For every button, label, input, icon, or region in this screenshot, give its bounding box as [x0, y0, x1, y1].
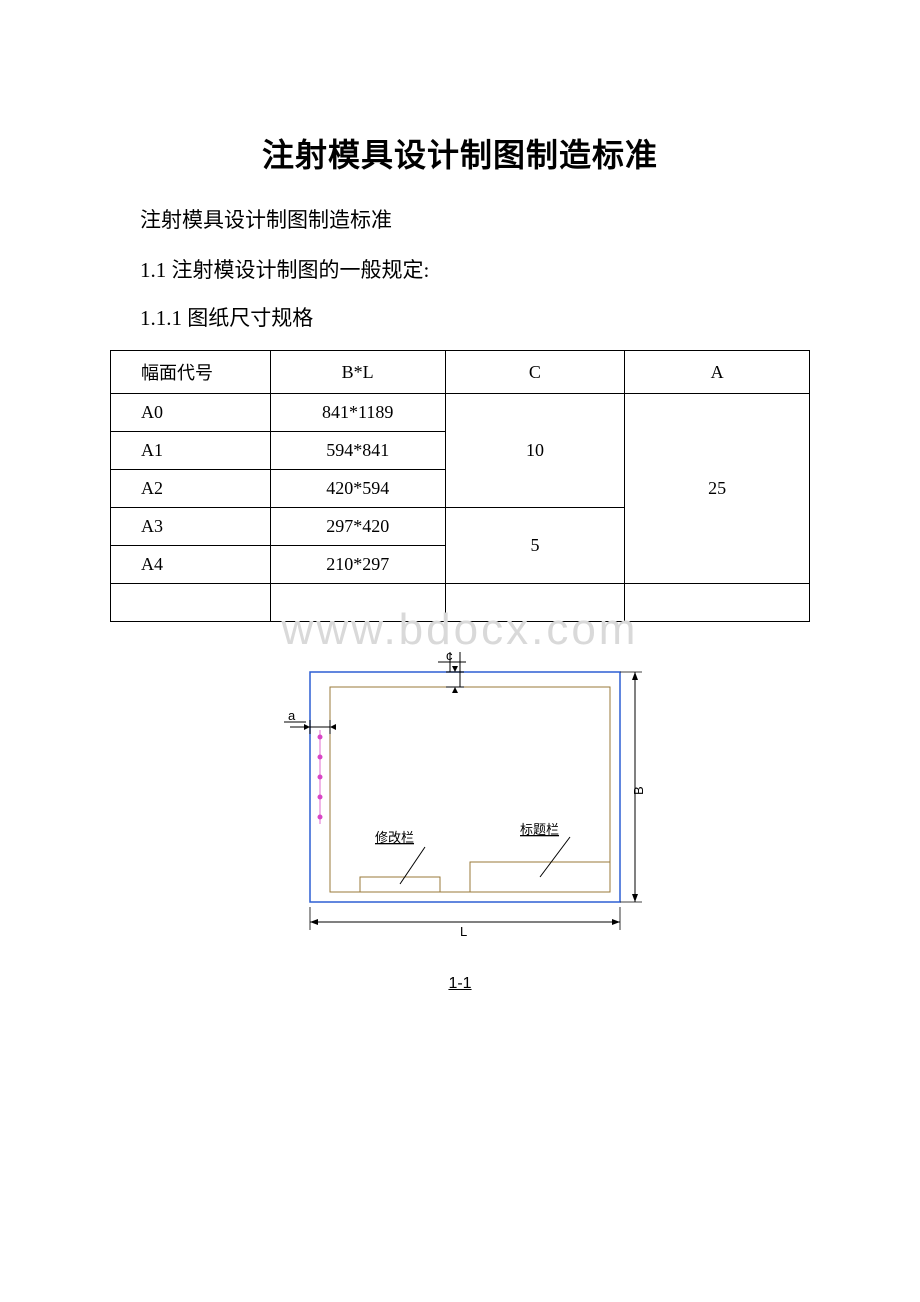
table-cell-merged: 5 [445, 508, 625, 584]
outer-frame [310, 672, 620, 902]
table-cell: A1 [111, 432, 271, 470]
table-cell [270, 584, 445, 622]
table-cell-merged: 25 [625, 394, 810, 584]
table-cell [445, 584, 625, 622]
table-cell: 297*420 [270, 508, 445, 546]
subsection-heading: 1.1.1 图纸尺寸规格 [140, 302, 810, 332]
table-cell-merged: 10 [445, 394, 625, 508]
table-cell: 420*594 [270, 470, 445, 508]
title-block-label: 标题栏 [520, 822, 559, 837]
drawing-frame-diagram: c a B L 修改栏 标题栏 1-1 [260, 642, 660, 962]
dim-c-label: c [446, 648, 453, 663]
table-cell: 210*297 [270, 546, 445, 584]
dim-B-label: B [631, 786, 646, 795]
table-row: A0 841*1189 10 25 [111, 394, 810, 432]
table-header: C [445, 351, 625, 394]
table-header-row: 幅面代号 B*L C A [111, 351, 810, 394]
section-heading: 1.1 注射模设计制图的一般规定: [140, 254, 810, 284]
revision-block-box [360, 877, 440, 892]
dim-a-label: a [288, 708, 296, 723]
table-cell: 594*841 [270, 432, 445, 470]
table-cell: A4 [111, 546, 271, 584]
subtitle-text: 注射模具设计制图制造标准 [140, 204, 810, 234]
revision-label: 修改栏 [375, 830, 414, 845]
paper-size-table: 幅面代号 B*L C A A0 841*1189 10 25 A1 594*84… [110, 350, 810, 622]
table-header: B*L [270, 351, 445, 394]
inner-frame [330, 687, 610, 892]
dim-L-label: L [460, 924, 467, 939]
table-cell: 841*1189 [270, 394, 445, 432]
table-cell [625, 584, 810, 622]
table-cell: A0 [111, 394, 271, 432]
table-header: 幅面代号 [111, 351, 271, 394]
table-header: A [625, 351, 810, 394]
table-cell [111, 584, 271, 622]
page-title: 注射模具设计制图制造标准 [110, 130, 810, 176]
table-row-empty [111, 584, 810, 622]
table-cell: A2 [111, 470, 271, 508]
table-cell: A3 [111, 508, 271, 546]
figure-label: 1-1 [260, 975, 660, 993]
